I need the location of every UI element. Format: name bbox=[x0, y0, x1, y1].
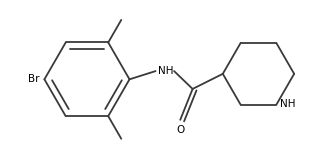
Text: NH: NH bbox=[280, 99, 295, 109]
Text: Br: Br bbox=[28, 74, 40, 84]
Text: NH: NH bbox=[158, 66, 174, 76]
Text: O: O bbox=[176, 125, 184, 135]
